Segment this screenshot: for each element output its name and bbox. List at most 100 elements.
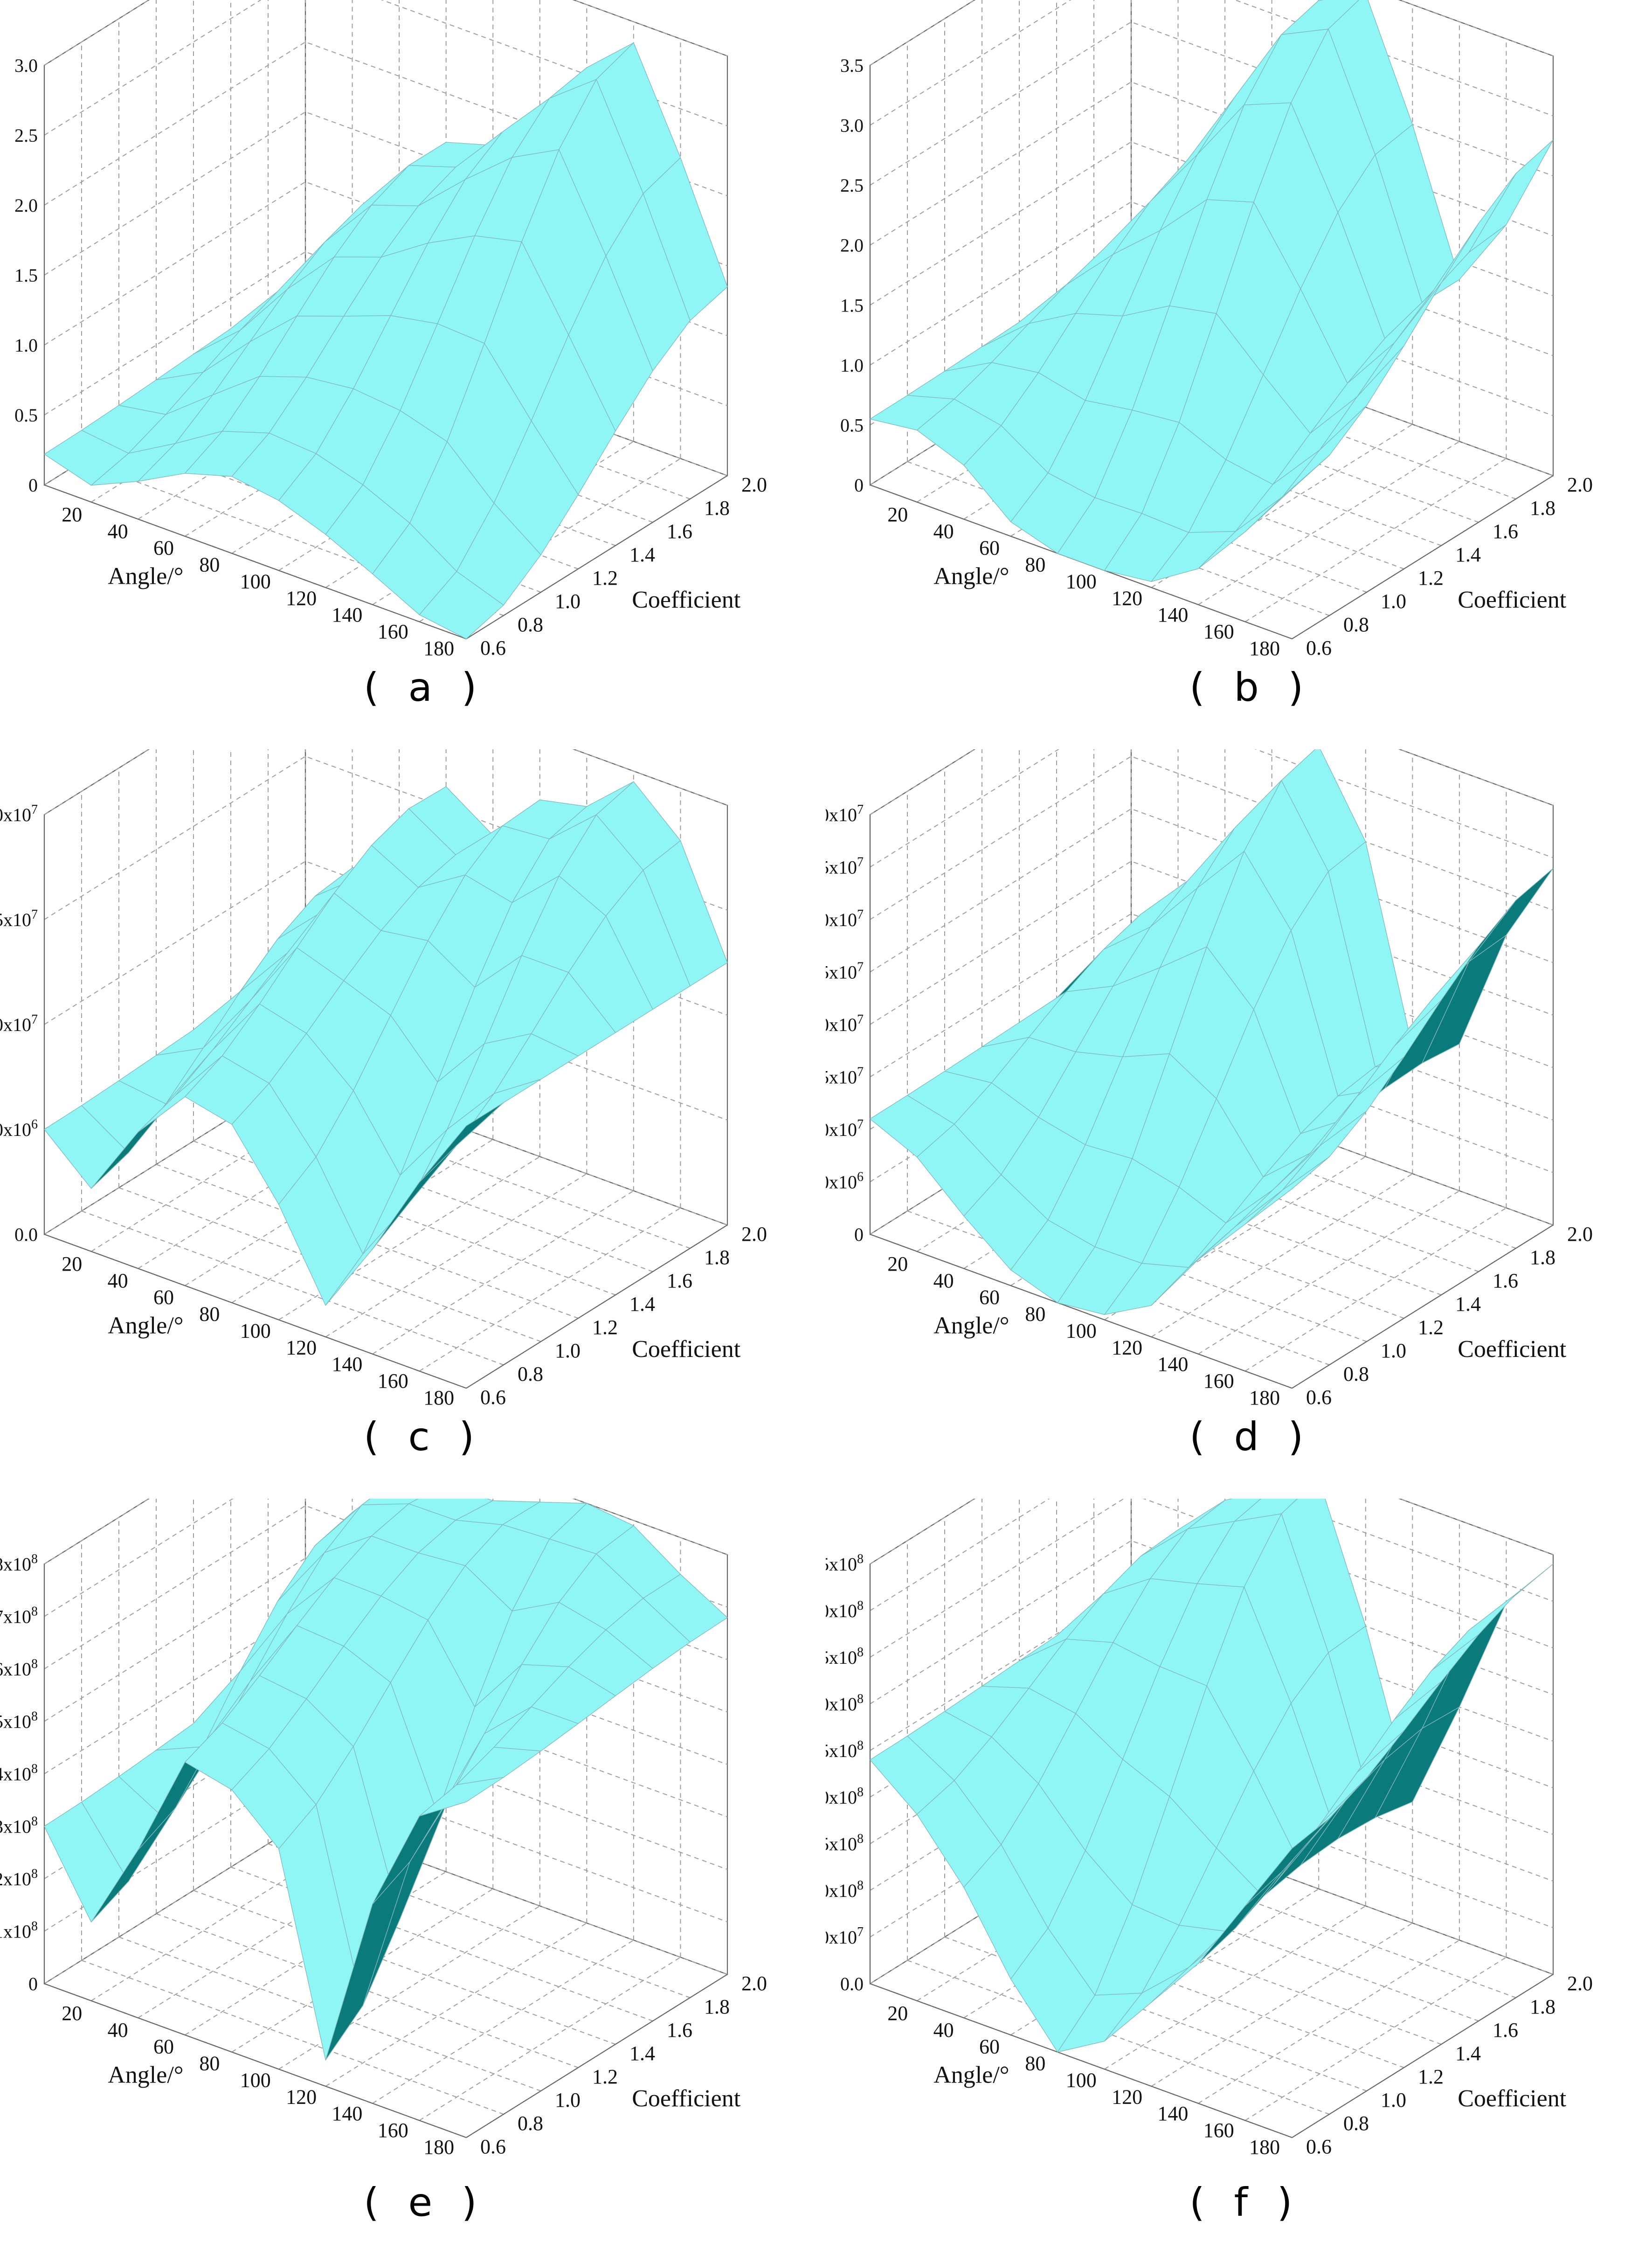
z-gridline	[870, 0, 1554, 66]
x-axis-title: Angle/°	[108, 1313, 183, 1339]
x-tick-label: 40	[933, 520, 954, 543]
chart-d: 20 40 60 80 100 120 140 160 180 0.6 0.8 1.0 1.2 1.4 1.…	[826, 749, 1593, 1409]
surface-facet	[1468, 139, 1554, 253]
labels-f: 20 40 60 80 100 120 140 160 180 0.6 0.8 1.0 1.2 1.4 1.…	[826, 1552, 1593, 2159]
x-tick-label: 40	[108, 2019, 128, 2041]
floor-gridline	[419, 1957, 681, 2121]
floor-gridline	[193, 1890, 616, 2045]
floor-gridline	[325, 1173, 587, 1337]
x-tick-label: 60	[979, 2035, 1000, 2058]
x-tick-label: 40	[108, 1269, 128, 1292]
floor-gridline	[1151, 1923, 1413, 2087]
x-tick-label: 60	[153, 2035, 174, 2058]
surface-facet	[1468, 868, 1554, 962]
z-tick-label: 2.0	[840, 235, 864, 256]
x-tick-label: 80	[1025, 2052, 1045, 2075]
z-tick-label: 1x108	[0, 1919, 38, 1942]
y-tick-label: 1.8	[704, 497, 730, 519]
surface-facet	[419, 571, 505, 639]
z-tick-label: 3x108	[0, 1814, 38, 1837]
surface-facet	[419, 1777, 504, 1817]
panel-e: 20 40 60 80 100 120 140 160 180 0.6 0.8 1.0 1.2 1.4 1.…	[0, 1499, 826, 2248]
x-tick-label: 100	[1066, 2069, 1097, 2091]
z-gridline	[870, 1586, 1554, 1751]
angle-axis	[870, 1233, 1293, 1389]
floor-gridline	[44, 1071, 306, 1235]
x-tick-label: 140	[1157, 2102, 1188, 2125]
y-tick-label: 1.0	[1381, 590, 1406, 613]
panel-a: 20 40 60 80 100 120 140 160 180 0.6 0.8 1.0 1.2 1.4 1.…	[0, 0, 826, 749]
y-tick-label: 1.0	[555, 1339, 581, 1362]
y-tick-label: 1.2	[1418, 1316, 1444, 1339]
panel-d: 20 40 60 80 100 120 140 160 180 0.6 0.8 1.0 1.2 1.4 1.…	[826, 749, 1652, 1499]
z-tick-label: 4x108	[0, 1762, 38, 1785]
chart-f: 20 40 60 80 100 120 140 160 180 0.6 0.8 1.0 1.2 1.4 1.…	[826, 1499, 1593, 2159]
x-tick-label: 20	[62, 2002, 82, 2025]
labels-a: 20 40 60 80 100 120 140 160 180 0.6 0.8 1.0 1.2 1.4 1.…	[14, 55, 767, 660]
z-tick-label: 1.0	[840, 355, 864, 376]
x-axis-title: Angle/°	[108, 563, 183, 590]
x-tick-label: 180	[423, 2136, 454, 2159]
y-tick-label: 1.8	[704, 1246, 730, 1269]
y-axis-title: Coefficient	[632, 1336, 741, 1363]
x-tick-label: 180	[1249, 2136, 1280, 2159]
z-tick-label: 0	[854, 1224, 864, 1245]
labels-b: 20 40 60 80 100 120 140 160 180 0.6 0.8 1.0 1.2 1.4 1.…	[840, 55, 1593, 660]
angle-axis	[44, 1983, 467, 2138]
y-tick-label: 0.8	[518, 1363, 543, 1385]
y-tick-label: 1.4	[1455, 543, 1481, 566]
surface-facet	[1244, 1156, 1330, 1225]
z-tick-label: 2.5x107	[826, 960, 864, 983]
y-tick-label: 1.8	[1530, 1246, 1555, 1269]
surface-f	[870, 1499, 1554, 2053]
z-tick-label: 2.0	[14, 195, 38, 216]
y-tick-label: 1.6	[667, 520, 692, 543]
floor-gridline	[1198, 441, 1460, 605]
z-tick-label: 0.0	[840, 1973, 864, 1994]
floor-gridline	[1198, 1190, 1460, 1355]
z-tick-label: 0.5	[14, 405, 38, 426]
y-tick-label: 1.4	[1455, 2042, 1481, 2065]
floor-gridline	[1244, 1207, 1507, 1372]
z-gridline	[870, 1499, 1554, 1658]
y-tick-label: 1.4	[629, 543, 655, 566]
y-tick-label: 2.0	[741, 1223, 767, 1246]
x-axis-title: Angle/°	[108, 2062, 183, 2089]
z-tick-label: 2x108	[0, 1867, 38, 1889]
floor-gridline	[419, 1207, 681, 1372]
x-tick-label: 60	[979, 537, 1000, 560]
x-tick-label: 40	[933, 2019, 954, 2041]
y-tick-label: 2.0	[1567, 473, 1593, 496]
y-tick-label: 1.2	[592, 1316, 618, 1339]
z-tick-label: 1.5x108	[826, 1832, 864, 1855]
y-tick-label: 2.0	[741, 1972, 767, 1995]
x-tick-label: 140	[1157, 1353, 1188, 1376]
y-tick-label: 2.0	[1567, 1972, 1593, 1995]
floor-gridline	[91, 1837, 353, 2001]
x-tick-label: 60	[979, 1286, 1000, 1309]
z-tick-label: 3.0	[840, 115, 864, 136]
labels-e: 20 40 60 80 100 120 140 160 180 0.6 0.8 1.0 1.2 1.4 1.…	[0, 1552, 767, 2159]
z-gridline	[870, 1499, 1554, 1564]
y-tick-label: 1.8	[1530, 1995, 1555, 2018]
y-tick-label: 1.6	[667, 2019, 692, 2041]
y-tick-label: 1.0	[1381, 1339, 1406, 1362]
z-tick-label: 2.5	[840, 175, 864, 196]
surface-b	[869, 0, 1554, 582]
z-tick-label: 0	[28, 475, 38, 496]
y-axis-title: Coefficient	[1458, 2085, 1567, 2112]
coef-axis	[1292, 475, 1554, 639]
x-tick-label: 60	[153, 537, 174, 560]
x-tick-label: 100	[1066, 1319, 1097, 1342]
x-tick-label: 180	[1249, 1386, 1280, 1409]
floor-gridline	[372, 1190, 634, 1355]
floor-gridline	[91, 1087, 353, 1252]
x-tick-label: 120	[1112, 2085, 1142, 2108]
chart-e: 20 40 60 80 100 120 140 160 180 0.6 0.8 1.0 1.2 1.4 1.…	[0, 1499, 767, 2159]
x-tick-label: 160	[1203, 2119, 1234, 2142]
